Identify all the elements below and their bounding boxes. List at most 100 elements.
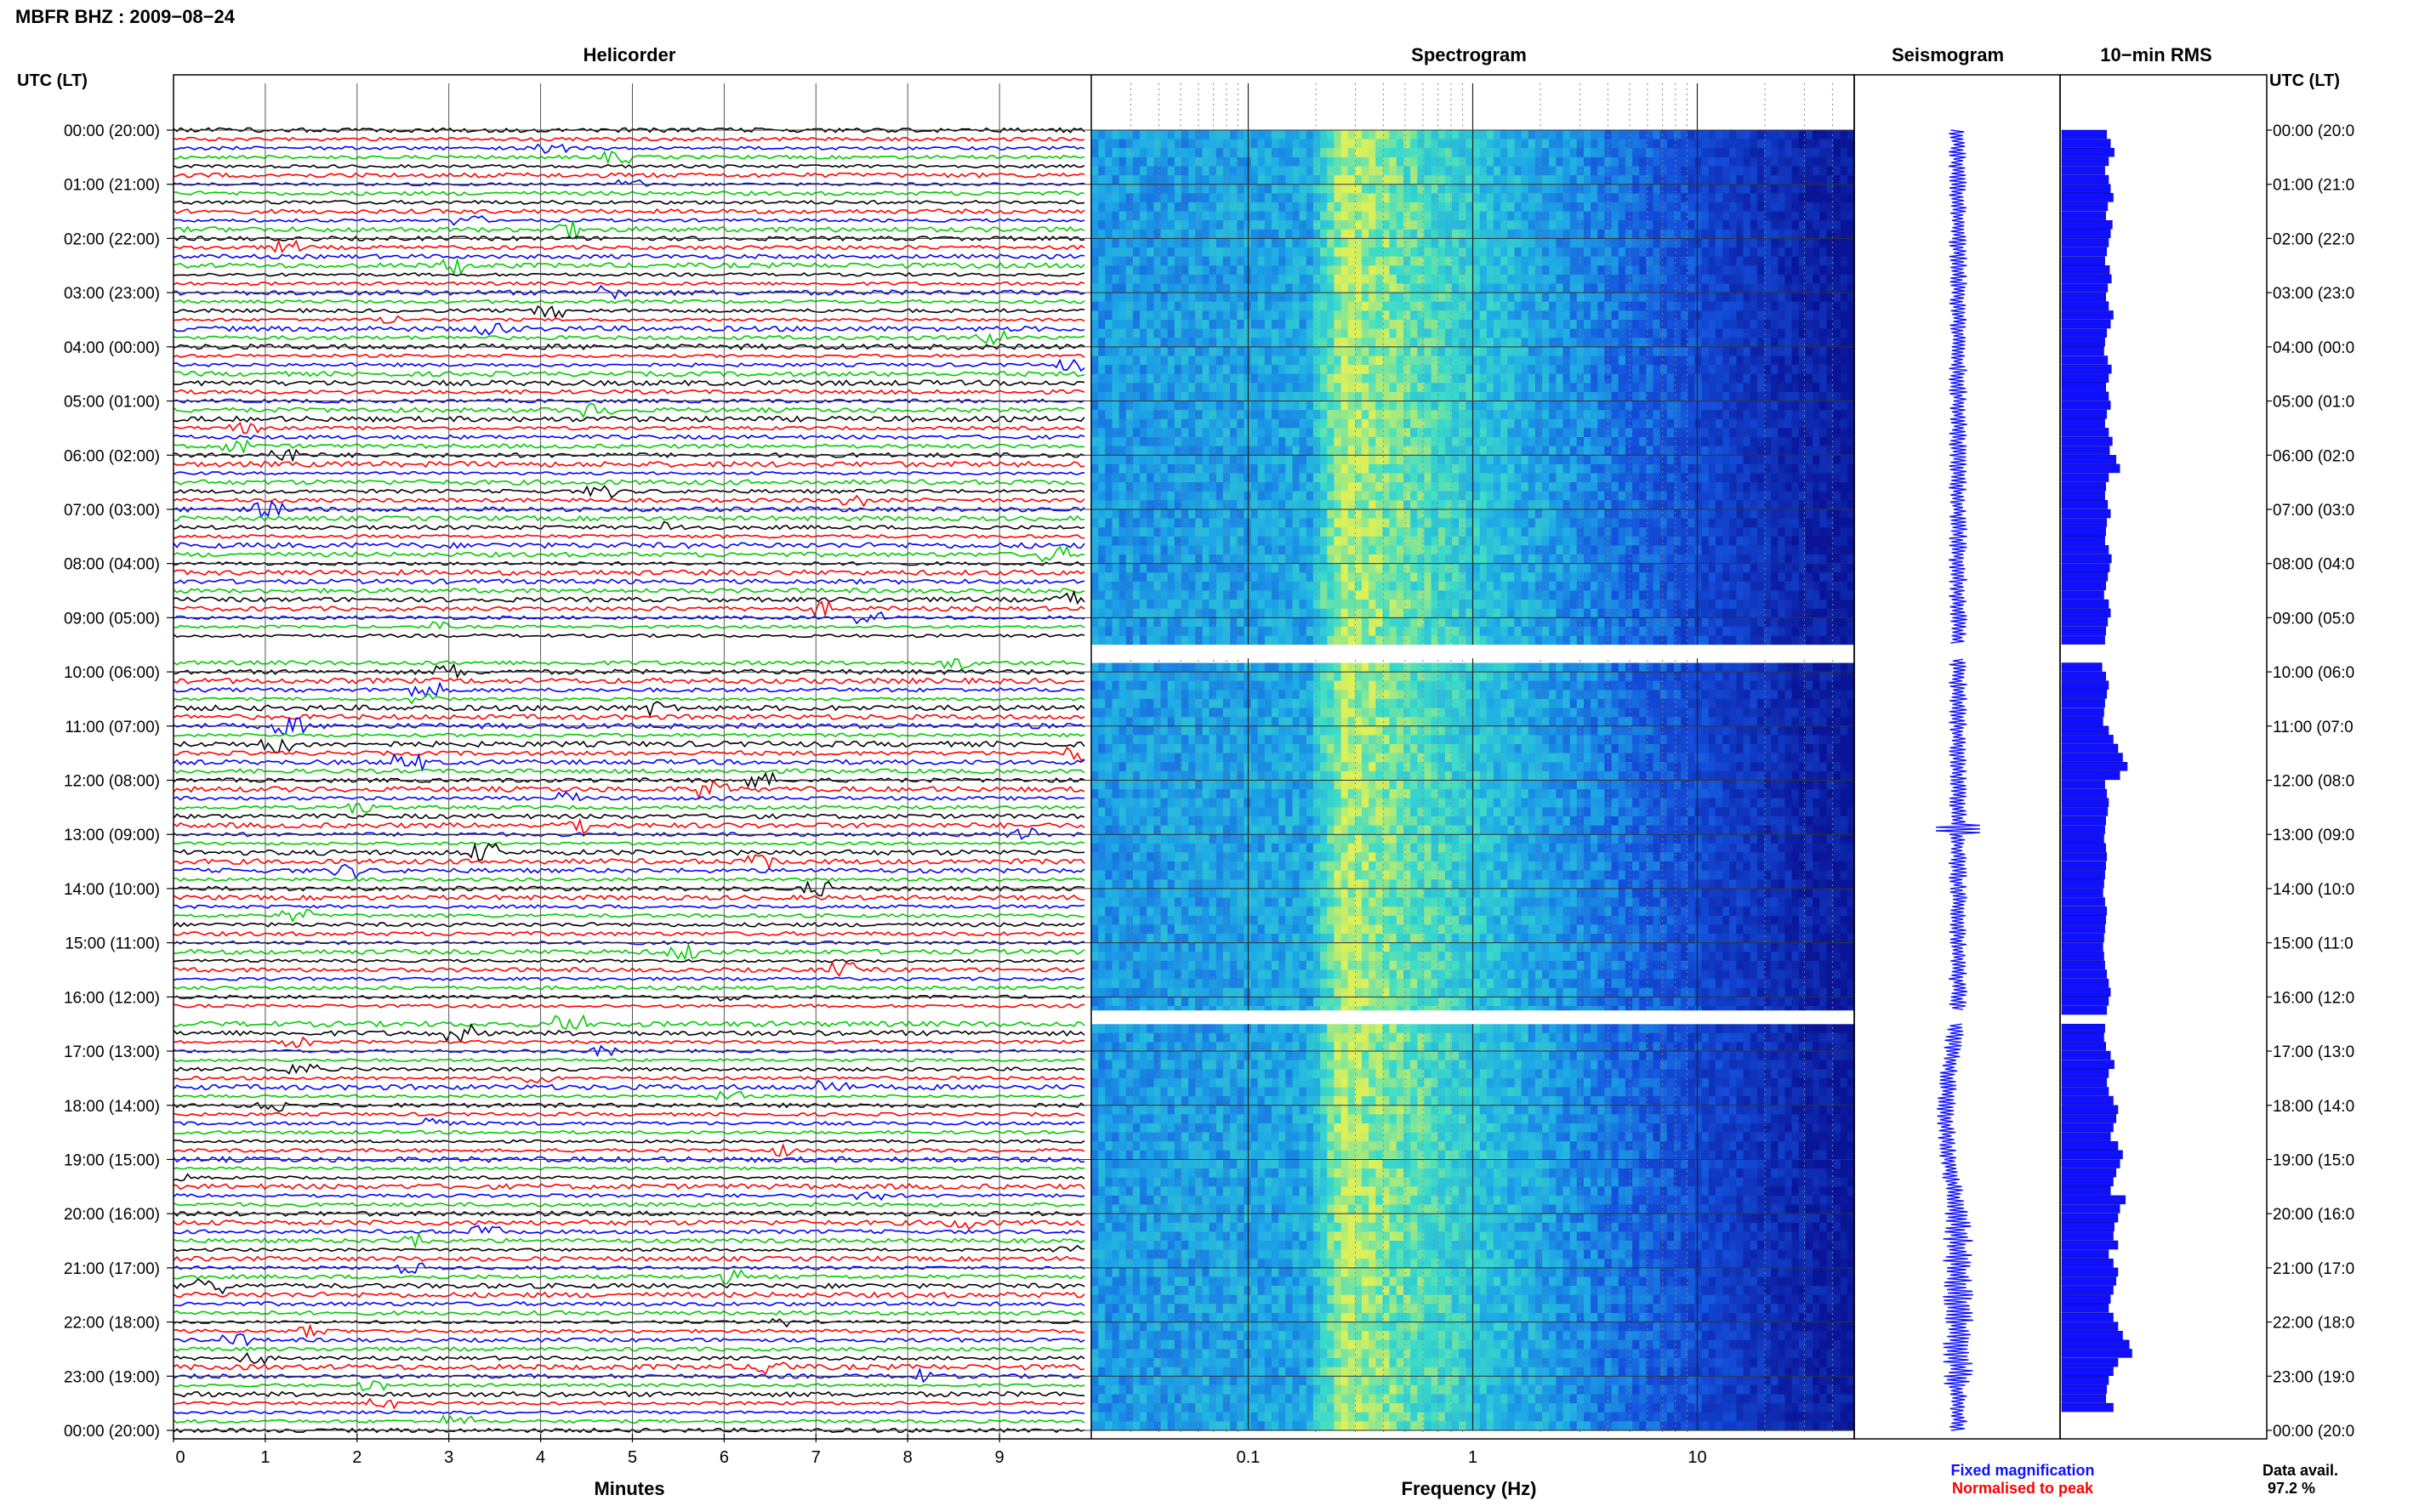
spectrogram-cell xyxy=(1466,519,1473,528)
spectrogram-cell xyxy=(1355,446,1363,456)
spectrogram-cell xyxy=(1480,474,1488,483)
spectrogram-cell xyxy=(1369,509,1376,519)
spectrogram-cell xyxy=(1632,419,1640,429)
spectrogram-cell xyxy=(1799,419,1807,429)
spectrogram-cell xyxy=(1397,519,1404,528)
spectrogram-cell xyxy=(1203,527,1210,537)
spectrogram-cell xyxy=(1500,247,1508,257)
spectrogram-cell xyxy=(1834,446,1841,456)
spectrogram-cell xyxy=(1244,167,1251,176)
spectrogram-cell xyxy=(1334,537,1341,546)
spectrogram-cell xyxy=(1785,139,1793,149)
spectrogram-cell xyxy=(1300,220,1307,230)
spectrogram-cell xyxy=(1210,284,1217,293)
spectrogram-cell xyxy=(1327,265,1335,275)
spectrogram-cell xyxy=(1522,157,1529,167)
spectrogram-cell xyxy=(1147,148,1154,157)
spectrogram-cell xyxy=(1230,347,1238,356)
spectrogram-cell xyxy=(1799,157,1807,167)
spectrogram-cell xyxy=(1535,257,1543,266)
spectrogram-cell xyxy=(1334,519,1341,528)
spectrogram-cell xyxy=(1452,446,1460,456)
spectrogram-cell xyxy=(1716,284,1723,293)
spectrogram-cell xyxy=(1744,455,1751,464)
spectrogram-cell xyxy=(1210,482,1217,492)
spectrogram-cell xyxy=(1639,238,1647,247)
spectrogram-cell xyxy=(1819,320,1827,329)
spectrogram-cell xyxy=(1091,519,1099,528)
spectrogram-cell xyxy=(1819,247,1827,257)
spectrogram-cell xyxy=(1729,202,1737,212)
spectrogram-cell xyxy=(1369,139,1376,149)
spectrogram-cell xyxy=(1813,392,1820,401)
spectrogram-cell xyxy=(1744,257,1751,266)
spectrogram-cell xyxy=(1293,329,1301,338)
spectrogram-cell xyxy=(1188,356,1196,366)
spectrogram-cell xyxy=(1341,238,1349,247)
spectrogram-cell xyxy=(1514,329,1522,338)
spectrogram-cell xyxy=(1140,284,1147,293)
spectrogram-cell xyxy=(1320,293,1328,302)
spectrogram-cell xyxy=(1494,410,1501,419)
spectrogram-cell xyxy=(1119,428,1127,437)
spectrogram-cell xyxy=(1397,410,1404,419)
spectrogram-cell xyxy=(1133,320,1141,329)
spectrogram-cell xyxy=(1265,220,1272,230)
spectrogram-cell xyxy=(1660,238,1668,247)
spectrogram-cell xyxy=(1834,310,1841,320)
spectrogram-cell xyxy=(1785,284,1793,293)
spectrogram-cell xyxy=(1438,519,1446,528)
spectrogram-cell xyxy=(1612,185,1619,194)
spectrogram-cell xyxy=(1813,157,1820,167)
spectrogram-cell xyxy=(1431,338,1439,347)
spectrogram-cell xyxy=(1813,310,1820,320)
spectrogram-cell xyxy=(1619,455,1626,464)
spectrogram-cell xyxy=(1556,320,1563,329)
spectrogram-cell xyxy=(1091,257,1099,266)
spectrogram-cell xyxy=(1702,365,1710,374)
spectrogram-cell xyxy=(1320,193,1328,202)
spectrogram-cell xyxy=(1210,356,1217,366)
spectrogram-cell xyxy=(1417,257,1425,266)
spectrogram-cell xyxy=(1397,230,1404,239)
spectrogram-cell xyxy=(1834,148,1841,157)
spectrogram-cell xyxy=(1736,383,1744,392)
spectrogram-cell xyxy=(1632,492,1640,501)
spectrogram-cell xyxy=(1813,247,1820,257)
spectrogram-cell xyxy=(1251,482,1259,492)
spectrogram-cell xyxy=(1744,275,1751,284)
spectrogram-cell xyxy=(1688,527,1695,537)
spectrogram-cell xyxy=(1348,492,1356,501)
spectrogram-cell xyxy=(1709,419,1716,429)
spectrogram-cell xyxy=(1313,338,1321,347)
spectrogram-cell xyxy=(1709,139,1716,149)
spectrogram-cell xyxy=(1390,527,1397,537)
spectrogram-cell xyxy=(1522,293,1529,302)
spectrogram-cell xyxy=(1140,356,1147,366)
spectrogram-cell xyxy=(1251,310,1259,320)
spectrogram-cell xyxy=(1272,284,1279,293)
spectrogram-cell xyxy=(1841,338,1848,347)
spectrogram-cell xyxy=(1709,167,1716,176)
spectrogram-cell xyxy=(1348,220,1356,230)
spectrogram-cell xyxy=(1244,247,1251,257)
spectrogram-cell xyxy=(1320,446,1328,456)
spectrogram-cell xyxy=(1778,519,1785,528)
spectrogram-cell xyxy=(1105,519,1113,528)
spectrogram-cell xyxy=(1660,356,1668,366)
spectrogram-cell xyxy=(1216,320,1224,329)
spectrogram-cell xyxy=(1098,401,1106,411)
spectrogram-cell xyxy=(1500,130,1508,139)
spectrogram-cell xyxy=(1500,464,1508,474)
spectrogram-cell xyxy=(1244,365,1251,374)
spectrogram-cell xyxy=(1195,338,1203,347)
spectrogram-cell xyxy=(1265,293,1272,302)
spectrogram-cell xyxy=(1549,257,1557,266)
spectrogram-cell xyxy=(1487,247,1494,257)
spectrogram-cell xyxy=(1653,410,1661,419)
spectrogram-cell xyxy=(1278,329,1286,338)
spectrogram-cell xyxy=(1722,329,1730,338)
spectrogram-cell xyxy=(1272,220,1279,230)
spectrogram-cell xyxy=(1397,356,1404,366)
spectrogram-cell xyxy=(1528,383,1536,392)
